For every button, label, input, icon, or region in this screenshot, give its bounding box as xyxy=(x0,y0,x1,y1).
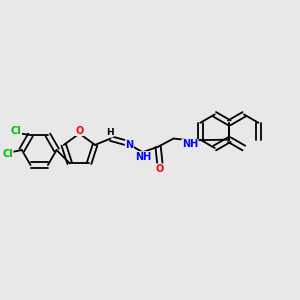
Text: N: N xyxy=(125,140,134,150)
Text: Cl: Cl xyxy=(11,126,22,136)
Text: O: O xyxy=(156,164,164,174)
Text: O: O xyxy=(75,126,83,136)
Text: NH: NH xyxy=(135,152,151,162)
Text: Cl: Cl xyxy=(2,148,13,159)
Text: H: H xyxy=(106,128,113,136)
Text: NH: NH xyxy=(182,140,198,149)
